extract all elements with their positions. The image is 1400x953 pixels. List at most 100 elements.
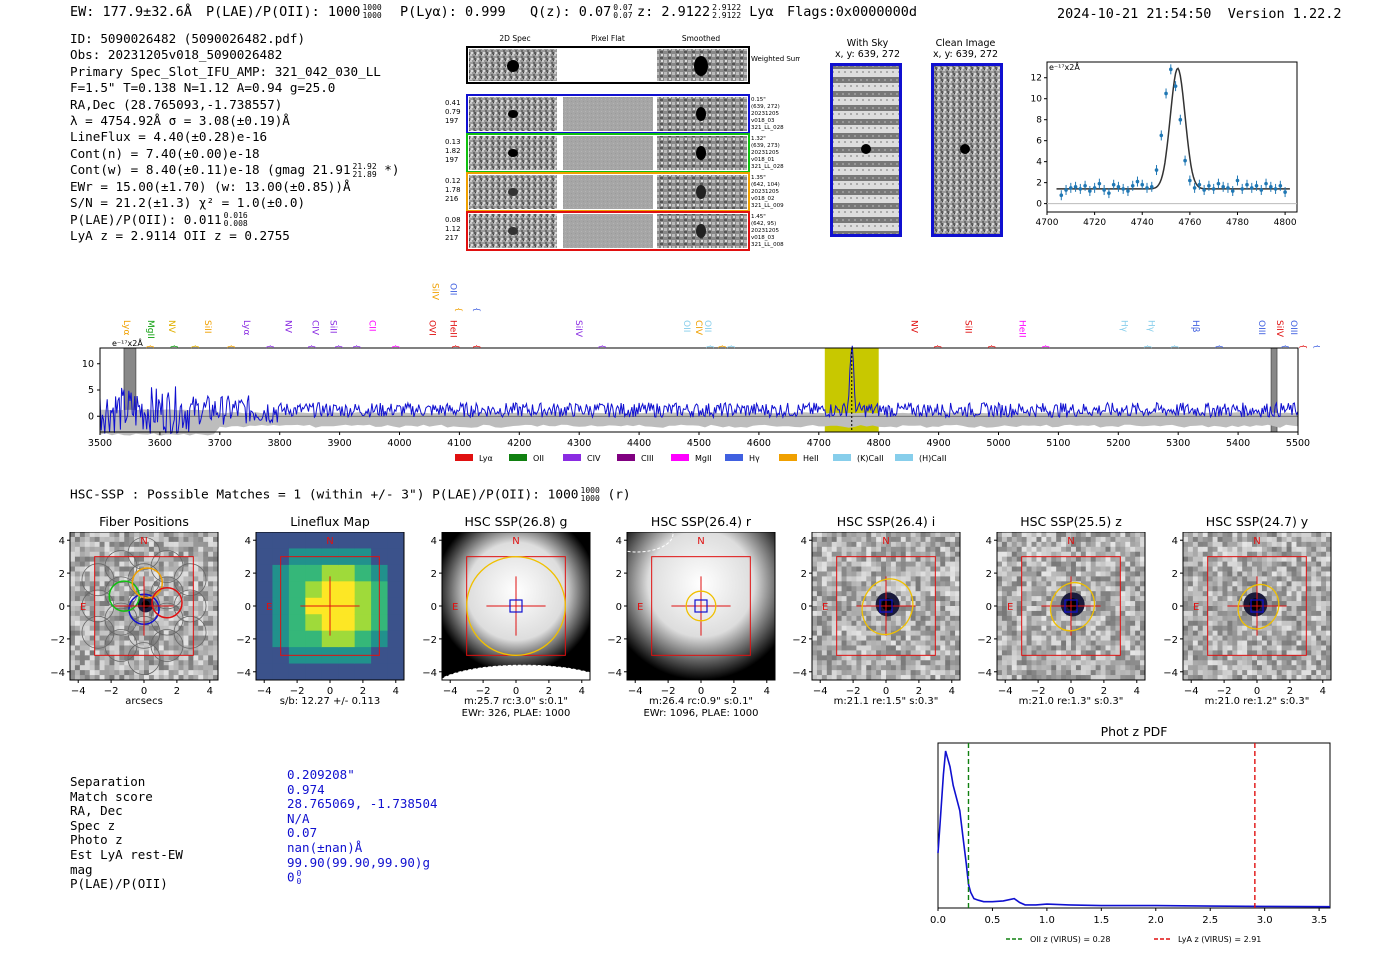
hsc-pixel	[1192, 571, 1199, 577]
hsc-pixel	[79, 655, 86, 661]
hsc-pixel	[198, 625, 204, 631]
hsc-pixel	[1222, 532, 1228, 538]
hsc-pixel	[139, 635, 145, 641]
hsc-ytick-label: −2	[50, 635, 65, 646]
hsc-pixel	[905, 635, 911, 641]
hsc-pixel	[94, 635, 100, 641]
hsc-pixel	[1261, 615, 1268, 622]
hsc-pixel	[1247, 566, 1253, 572]
hsc-pixel	[1252, 640, 1258, 646]
hsc-pixel	[183, 606, 189, 612]
hsc-pixel	[1026, 606, 1032, 612]
hsc-pixel	[866, 596, 872, 602]
hsc-pixel	[866, 660, 872, 666]
hsc-pixel	[1016, 561, 1022, 567]
hsc-pixel	[886, 551, 892, 557]
hsc-pixel	[1135, 675, 1141, 681]
hsc-pixel	[1095, 566, 1101, 572]
hsc-pixel	[1222, 591, 1228, 597]
line-fit-point	[1078, 187, 1083, 191]
hsc-pixel	[1021, 596, 1027, 602]
hsc-pixel	[890, 615, 897, 622]
hsc-pixel	[74, 581, 81, 587]
hsc-pixel	[861, 660, 867, 666]
lineflux-pixel	[338, 663, 356, 681]
hsc-pixel	[930, 556, 936, 562]
hsc-pixel	[163, 655, 169, 661]
hsc-pixel	[910, 576, 916, 582]
hsc-pixel	[134, 532, 140, 538]
hsc-pixel	[1232, 591, 1238, 597]
hsc-pixel	[1110, 665, 1116, 671]
hsc-pixel	[188, 615, 194, 622]
hsc-pixel	[930, 596, 936, 602]
hsc-pixel	[148, 596, 155, 602]
hsc-pixel	[129, 532, 135, 538]
hsc-pixel	[1222, 640, 1228, 646]
hsc-pixel	[1100, 571, 1106, 577]
hsc-pixel	[1316, 620, 1322, 627]
hsc-pixel	[1046, 650, 1052, 656]
hsc-pixel	[900, 645, 907, 651]
hsc-pixel	[1090, 586, 1096, 592]
hsc-pixel	[144, 586, 150, 592]
hsc-pixel	[821, 536, 828, 543]
spectrum-legend-label: CIV	[587, 454, 601, 463]
hsc-pixel	[1311, 586, 1317, 592]
hsc-pixel	[925, 561, 931, 567]
hsc-pixel	[812, 645, 818, 651]
hsc-aperture-box	[280, 556, 380, 656]
fiber-circle	[173, 615, 207, 649]
hsc-pixel	[1061, 591, 1067, 597]
hsc-pixel	[1120, 620, 1126, 627]
line-fit-point	[1211, 187, 1216, 191]
hsc-pixel	[139, 546, 145, 553]
hsc-pixel	[997, 586, 1003, 592]
hsc-pixel	[1066, 660, 1072, 666]
header-timestamp: 2024-10-21 21:54:50 Version 1.22.2	[1057, 6, 1342, 22]
hsc-pixel	[1051, 536, 1057, 543]
hsc-pixel	[89, 670, 95, 676]
hsc-pixel	[955, 596, 961, 602]
hsc-pixel	[1187, 551, 1194, 557]
hsc-pixel	[1066, 650, 1072, 656]
hsc-pixel	[1041, 650, 1047, 656]
hsc-pixel	[1187, 591, 1194, 597]
hsc-pixel	[1266, 610, 1273, 617]
hsc-pixel	[1296, 596, 1302, 602]
hsc-pixel	[1291, 581, 1297, 587]
hsc-pixel	[1031, 532, 1037, 538]
hsc-pixel	[1301, 650, 1307, 656]
hsc-pixel	[856, 556, 862, 562]
hsc-pixel	[1041, 675, 1047, 681]
hsc-pixel	[930, 576, 936, 582]
hsc-pixel	[1242, 670, 1248, 676]
header-z: z: 2.9122 2.9122 2.9122 Lyα	[637, 3, 774, 21]
hsc-pixel	[1192, 566, 1199, 572]
hsc-pixel	[1031, 650, 1037, 656]
hsc-pixel	[94, 532, 100, 538]
hsc-pixel	[1187, 556, 1194, 562]
hsc-pixel	[856, 546, 862, 553]
line-fit-point	[1259, 188, 1264, 192]
hsc-pixel	[1261, 635, 1268, 641]
hsc-pixel	[915, 541, 921, 548]
hsc-pixel	[1247, 645, 1253, 651]
hsc-pixel	[1187, 635, 1194, 641]
hsc-pixel	[1227, 571, 1233, 577]
hsc-pixel	[881, 630, 887, 636]
photz-curve	[937, 750, 1331, 908]
hsc-pixel	[997, 615, 1003, 622]
hsc-pixel	[84, 581, 91, 587]
hsc-pixel	[79, 630, 86, 636]
hsc-pixel	[139, 625, 145, 631]
hsc-pixel	[213, 645, 219, 651]
hsc-pixel	[183, 596, 189, 602]
hsc-pixel	[124, 620, 130, 627]
hsc-pixel	[1197, 640, 1204, 646]
hsc-pixel	[1095, 635, 1101, 641]
hsc-pixel	[99, 610, 105, 617]
hsc-pixel	[1242, 561, 1248, 567]
hsc-pixel	[856, 591, 862, 597]
